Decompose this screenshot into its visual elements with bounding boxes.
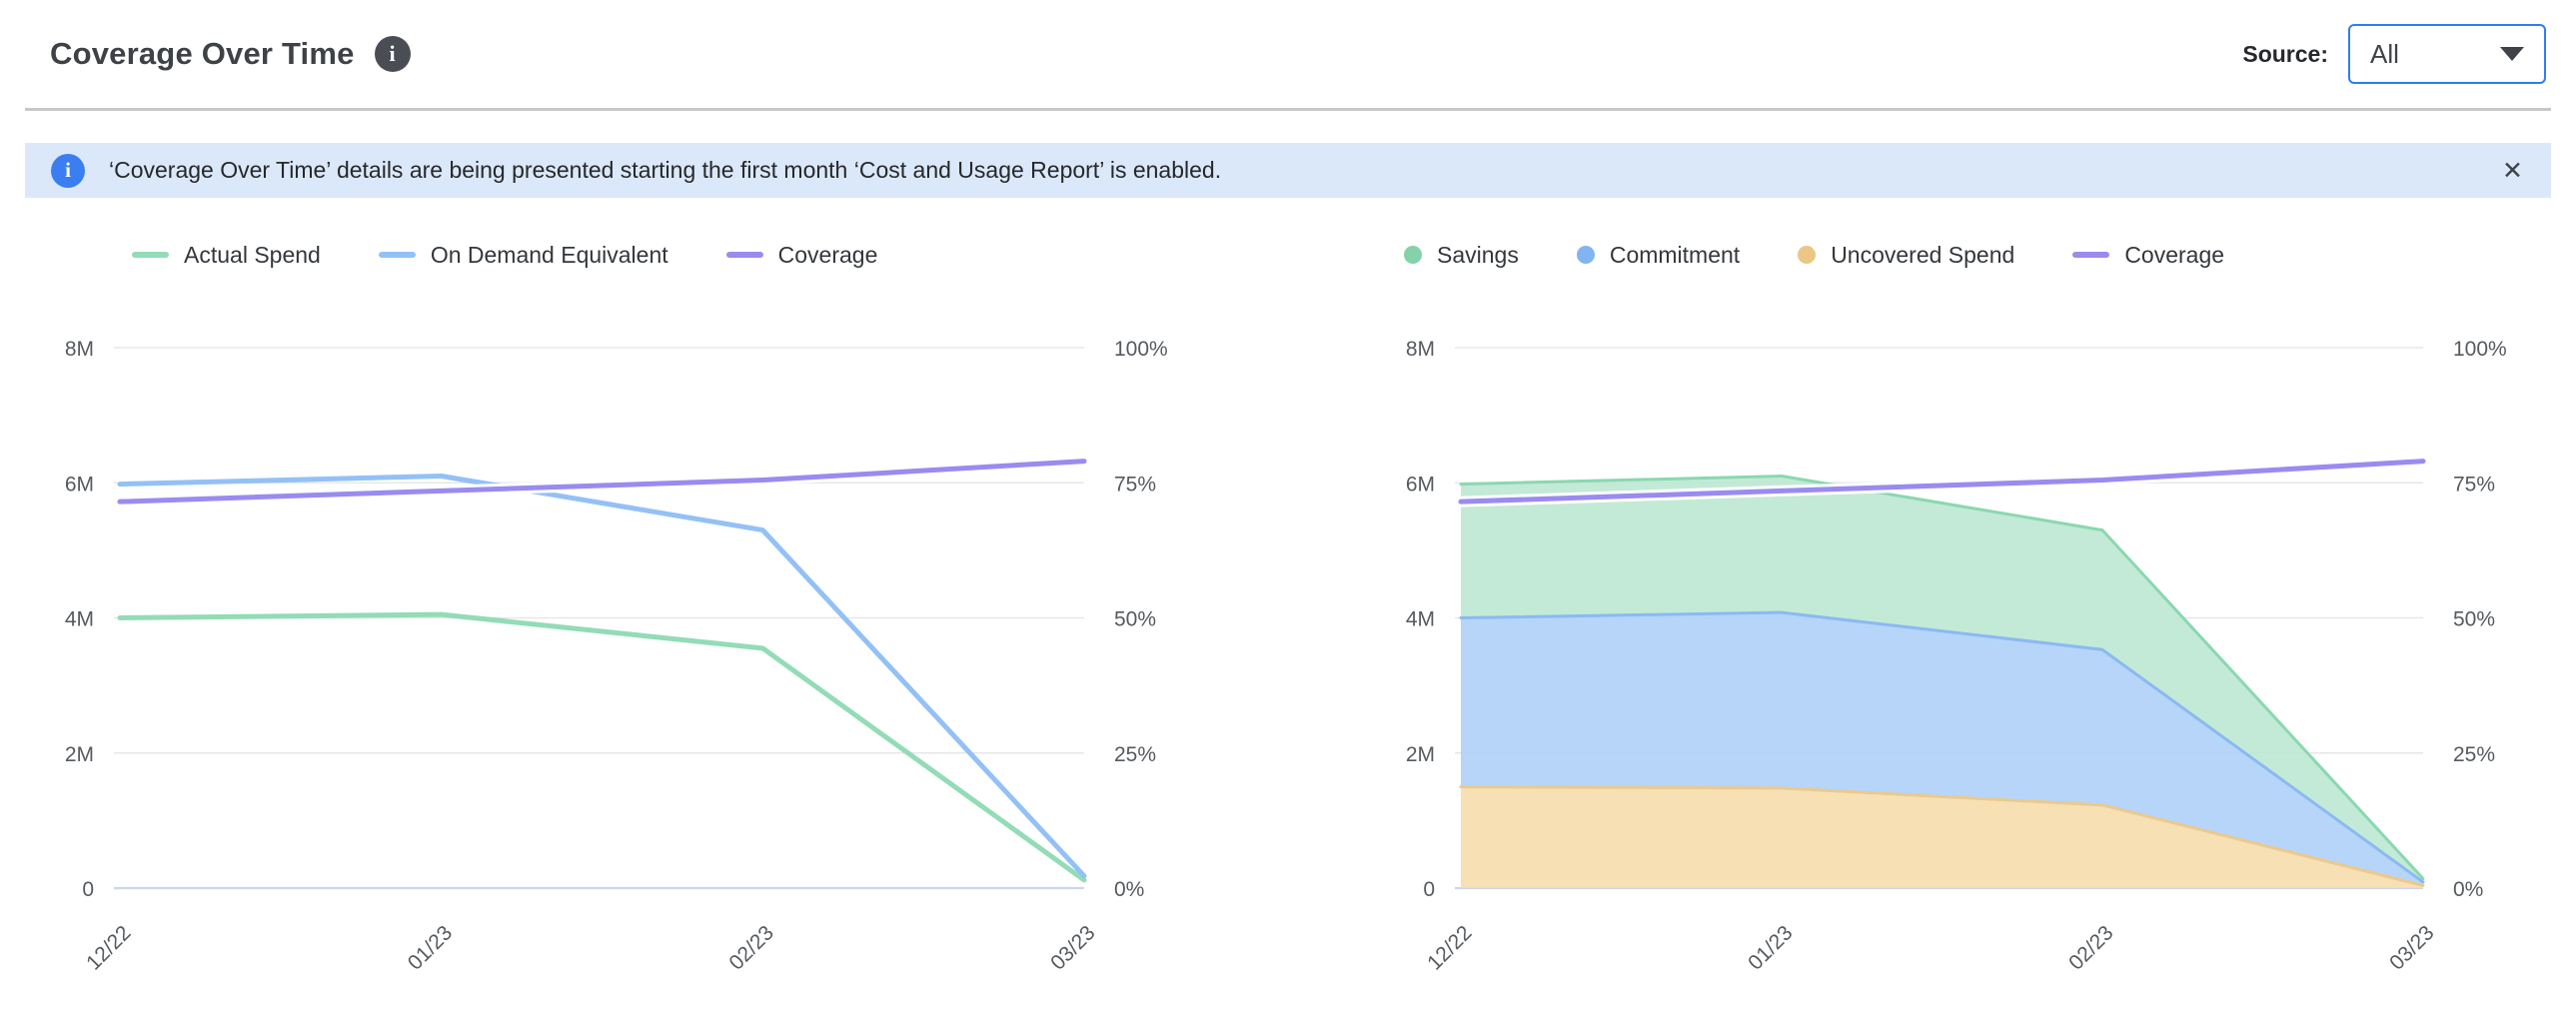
page-title: Coverage Over Time <box>50 36 355 71</box>
svg-text:100%: 100% <box>2453 338 2507 361</box>
legend-item-label: Uncovered Spend <box>1831 241 2015 268</box>
x-axis-label: 01/23 <box>1744 921 1797 974</box>
area-chart-legend: Savings Commitment Uncovered Spend Coverage <box>1404 240 2576 270</box>
source-dropdown[interactable]: All <box>2348 24 2546 84</box>
header-divider <box>25 108 2551 111</box>
x-axis-label: 12/22 <box>82 921 135 974</box>
svg-text:0%: 0% <box>2453 878 2483 901</box>
coverage-legend-marker-icon <box>2072 252 2110 258</box>
coverage-legend-marker-icon <box>725 252 763 258</box>
svg-text:0: 0 <box>82 878 94 901</box>
legend-item-label: On Demand Equivalent <box>430 241 668 268</box>
banner-close-icon[interactable]: ✕ <box>2502 156 2523 185</box>
legend-item-commitment[interactable]: Commitment <box>1576 241 1741 269</box>
legend-item-label: Savings <box>1437 241 1519 268</box>
legend-item-coverage[interactable]: Coverage <box>2072 242 2224 269</box>
svg-text:0: 0 <box>1423 878 1435 901</box>
svg-text:75%: 75% <box>2453 473 2495 496</box>
svg-text:6M: 6M <box>1406 473 1435 496</box>
svg-text:50%: 50% <box>1114 608 1156 631</box>
savings-area-chart-block: Savings Commitment Uncovered Spend Coverage… <box>1288 240 2576 1016</box>
savings-area-chart: 8M 100% 6M 75% 4M 50% 2M 25% 0 0% 12/22 01/23 02/23 0… <box>1406 338 2507 975</box>
x-axis-label: 12/22 <box>1423 921 1476 974</box>
svg-text:4M: 4M <box>1406 608 1435 631</box>
legend-item-on-demand-equivalent[interactable]: On Demand Equivalent <box>378 241 668 269</box>
svg-text:75%: 75% <box>1114 473 1156 496</box>
info-banner: i ‘Coverage Over Time’ details are being… <box>25 143 2551 198</box>
svg-text:100%: 100% <box>1114 338 1168 361</box>
chevron-down-icon <box>2500 47 2524 61</box>
banner-info-icon: i <box>51 153 85 188</box>
svg-text:2M: 2M <box>1406 743 1435 766</box>
actual-spend-legend-marker-icon <box>132 252 169 258</box>
x-axis-label: 03/23 <box>2385 921 2438 974</box>
source-label: Source: <box>2242 40 2328 67</box>
svg-text:50%: 50% <box>2453 608 2495 631</box>
x-axis-label: 02/23 <box>2064 921 2117 974</box>
legend-item-actual-spend[interactable]: Actual Spend <box>132 242 321 269</box>
spend-lines-chart: 8M 100% 6M 75% 4M 50% 2M 25% 0 0% 12/22 01/23 02/23 0… <box>65 338 1168 975</box>
charts-row: Actual Spend On Demand Equivalent Coverage… <box>0 240 2576 1016</box>
svg-text:8M: 8M <box>65 338 94 361</box>
lines-chart-legend: Actual Spend On Demand Equivalent Coverage <box>132 240 1288 270</box>
x-axis-label: 01/23 <box>404 921 457 974</box>
legend-item-savings[interactable]: Savings <box>1404 242 1519 269</box>
svg-text:25%: 25% <box>1114 743 1156 766</box>
page-header: Coverage Over Time i Source: All <box>0 0 2576 108</box>
x-axis-label: 02/23 <box>724 921 777 974</box>
svg-text:0%: 0% <box>1114 878 1144 901</box>
legend-item-label: Actual Spend <box>184 241 321 268</box>
on-demand-equivalent-legend-marker-icon <box>378 252 416 258</box>
svg-text:2M: 2M <box>65 743 94 766</box>
savings-legend-marker-icon <box>1404 246 1422 264</box>
title-info-icon[interactable]: i <box>374 36 411 72</box>
x-axis-label: 03/23 <box>1046 921 1099 974</box>
svg-text:4M: 4M <box>65 608 94 631</box>
legend-item-label: Commitment <box>1609 241 1741 268</box>
legend-item-coverage[interactable]: Coverage <box>725 241 878 269</box>
svg-text:8M: 8M <box>1406 338 1435 361</box>
legend-item-label: Coverage <box>2124 241 2225 268</box>
svg-text:25%: 25% <box>2453 743 2495 766</box>
spend-lines-chart-block: Actual Spend On Demand Equivalent Coverage… <box>0 240 1288 1016</box>
banner-text: ‘Coverage Over Time’ details are being p… <box>109 157 1222 183</box>
legend-item-label: Coverage <box>777 241 878 268</box>
source-dropdown-value: All <box>2370 38 2399 69</box>
legend-item-uncovered-spend[interactable]: Uncovered Spend <box>1798 242 2014 269</box>
commitment-legend-marker-icon <box>1576 246 1595 264</box>
svg-text:6M: 6M <box>65 473 94 496</box>
uncovered-spend-legend-marker-icon <box>1798 246 1817 264</box>
